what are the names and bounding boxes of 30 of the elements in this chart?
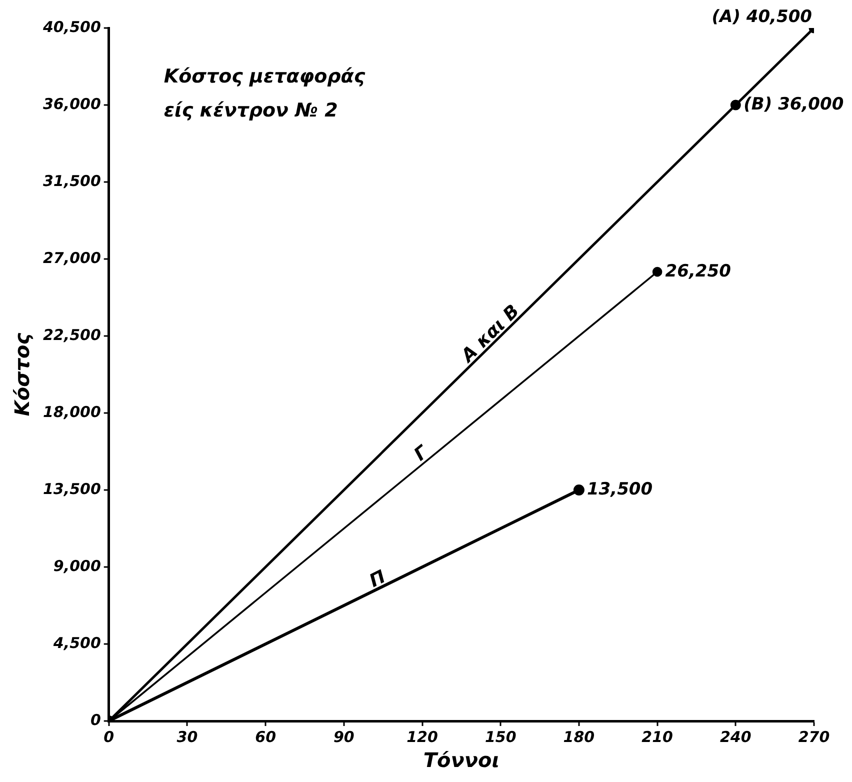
- x-tick-label: 240: [720, 728, 752, 746]
- x-tick-label: 30: [176, 728, 198, 746]
- x-tick-label: 180: [563, 728, 595, 746]
- x-tick-label: 0: [104, 728, 114, 746]
- text: Γ: [410, 440, 434, 466]
- y-tick-label: 31,500: [42, 172, 101, 190]
- y-tick-label: 27,000: [42, 248, 101, 267]
- annotation: 26,250: [665, 261, 732, 282]
- x-tick-label: 60: [255, 728, 276, 746]
- x-tick-label: 210: [642, 728, 673, 746]
- text: Κόστος μεταφοράς είς κέντρον № 2: [164, 65, 366, 122]
- annotation: (A) 40,500: [712, 6, 812, 27]
- y-tick-label: 22,500: [42, 326, 101, 344]
- text: Π: [366, 566, 390, 592]
- x-tick-label: 120: [406, 728, 438, 746]
- x-axis-title: Τόννοι: [423, 748, 500, 772]
- y-tick-label: 0: [90, 710, 101, 729]
- x-tick-label: 270: [798, 728, 830, 746]
- annotation: 13,500: [586, 479, 653, 500]
- annotation: (B) 36,000: [744, 94, 844, 114]
- y-tick-label: 36,000: [42, 94, 101, 113]
- x-tick-label: 150: [484, 728, 516, 746]
- y-tick-label: 13,500: [42, 480, 101, 498]
- y-tick-label: 40,500: [42, 18, 101, 36]
- x-tick-label: 90: [333, 728, 354, 746]
- text: A και B: [456, 300, 524, 368]
- y-tick-label: 18,000: [42, 402, 101, 421]
- y-tick-label: 9,000: [53, 556, 101, 575]
- y-tick-label: 4,500: [52, 634, 101, 652]
- y-axis-title: Κόστος: [10, 332, 34, 416]
